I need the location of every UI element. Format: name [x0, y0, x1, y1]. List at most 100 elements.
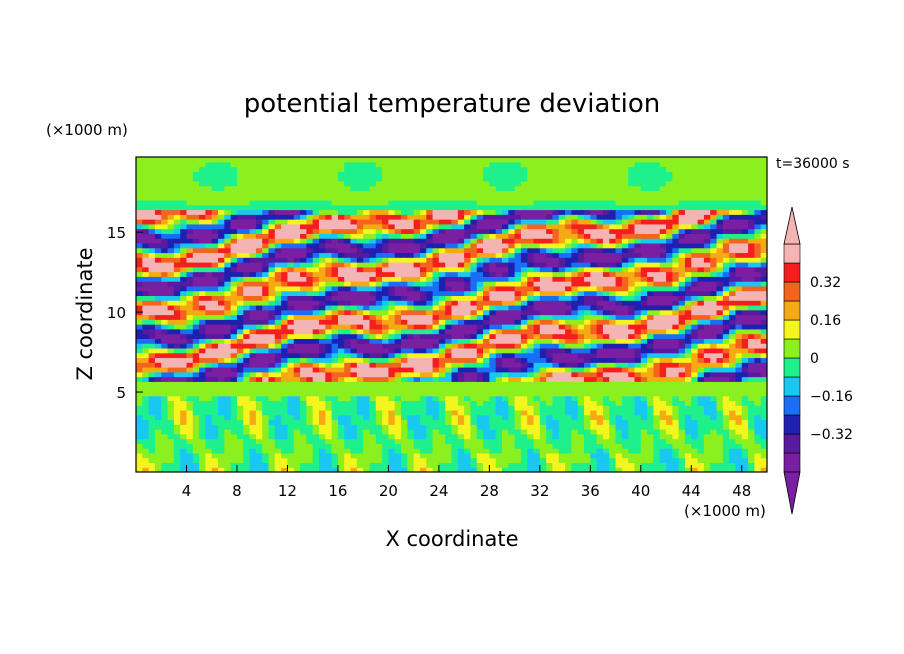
heatmap-cell	[628, 257, 636, 263]
heatmap-cell	[173, 448, 181, 454]
heatmap-cell	[722, 462, 730, 468]
heatmap-cell	[337, 452, 345, 459]
heatmap-cell	[678, 309, 686, 316]
heatmap-cell	[325, 433, 333, 440]
heatmap-cell	[186, 338, 194, 344]
heatmap-cell	[413, 338, 421, 344]
heatmap-cell	[716, 266, 724, 273]
heatmap-cell	[136, 462, 143, 468]
heatmap-cell	[255, 367, 263, 373]
heatmap-cell	[527, 304, 535, 311]
heatmap-cell	[438, 381, 446, 387]
heatmap-cell	[527, 257, 535, 263]
heatmap-cell	[375, 319, 383, 325]
heatmap-cell	[211, 300, 219, 306]
heatmap-cell	[514, 347, 522, 354]
heatmap-cell	[464, 238, 472, 244]
heatmap-cell	[180, 400, 188, 406]
heatmap-cell	[306, 233, 314, 239]
heatmap-cell	[300, 281, 307, 287]
heatmap-cell	[684, 262, 692, 268]
heatmap-cell	[501, 433, 509, 440]
heatmap-cell	[735, 304, 743, 311]
heatmap-cell	[413, 271, 421, 277]
heatmap-cell	[546, 324, 554, 330]
heatmap-cell	[173, 452, 181, 459]
heatmap-cell	[186, 390, 194, 397]
heatmap-cell	[419, 281, 427, 287]
heatmap-cell	[722, 242, 730, 249]
heatmap-cell	[609, 362, 617, 368]
heatmap-cell	[262, 390, 270, 397]
heatmap-cell	[369, 324, 377, 330]
heatmap-cell	[558, 429, 566, 435]
heatmap-cell	[577, 309, 585, 316]
heatmap-cell	[350, 438, 358, 444]
heatmap-cell	[211, 290, 219, 297]
heatmap-cell	[735, 295, 743, 301]
heatmap-cell	[388, 457, 396, 464]
heatmap-cell	[173, 400, 181, 406]
heatmap-cell	[489, 343, 497, 349]
heatmap-cell	[647, 281, 655, 287]
heatmap-cell	[167, 381, 175, 387]
heatmap-cell	[539, 390, 547, 397]
heatmap-cell	[691, 467, 699, 472]
heatmap-cell	[167, 314, 175, 320]
heatmap-cell	[413, 390, 421, 397]
heatmap-cell	[192, 414, 200, 421]
heatmap-cell	[457, 462, 465, 468]
heatmap-cell	[287, 419, 295, 425]
heatmap-cell	[255, 400, 263, 406]
heatmap-cell	[483, 443, 490, 449]
heatmap-cell	[268, 328, 276, 335]
heatmap-cell	[659, 266, 667, 273]
heatmap-cell	[621, 338, 629, 344]
heatmap-cell	[255, 233, 263, 239]
heatmap-cell	[306, 324, 314, 330]
heatmap-cell	[262, 252, 270, 258]
heatmap-cell	[716, 324, 724, 330]
heatmap-cell	[211, 266, 219, 273]
heatmap-cell	[760, 314, 767, 320]
heatmap-cell	[741, 395, 749, 402]
heatmap-cell	[186, 352, 194, 359]
heatmap-cell	[218, 324, 225, 330]
heatmap-cell	[621, 304, 629, 311]
heatmap-cell	[533, 438, 541, 444]
heatmap-cell	[640, 386, 648, 392]
heatmap-cell	[754, 300, 762, 306]
heatmap-cell	[262, 386, 270, 392]
heatmap-cell	[369, 257, 377, 263]
heatmap-cell	[432, 309, 440, 316]
heatmap-cell	[615, 238, 623, 244]
heatmap-cell	[558, 233, 566, 239]
heatmap-cell	[615, 386, 623, 392]
heatmap-cell	[312, 429, 320, 435]
heatmap-cell	[609, 443, 617, 449]
heatmap-cell	[741, 424, 749, 430]
heatmap-cell	[274, 371, 282, 378]
heatmap-cell	[281, 376, 289, 382]
heatmap-cell	[697, 333, 705, 339]
heatmap-cell	[318, 247, 326, 254]
heatmap-cell	[161, 381, 169, 387]
heatmap-cell	[609, 457, 617, 464]
heatmap-cell	[388, 386, 396, 392]
heatmap-cell	[489, 386, 497, 392]
heatmap-cell	[154, 381, 162, 387]
heatmap-cell	[647, 304, 655, 311]
heatmap-cell	[470, 409, 478, 416]
heatmap-cell	[470, 343, 478, 349]
heatmap-cell	[287, 381, 295, 387]
heatmap-cell	[318, 352, 326, 359]
heatmap-cell	[401, 319, 408, 325]
heatmap-cell	[388, 390, 396, 397]
heatmap-cell	[300, 452, 307, 459]
heatmap-cell	[388, 395, 396, 402]
heatmap-cell	[426, 333, 434, 339]
heatmap-cell	[495, 242, 503, 249]
heatmap-cell	[325, 276, 333, 282]
heatmap-cell	[356, 429, 364, 435]
heatmap-cell	[255, 390, 263, 397]
